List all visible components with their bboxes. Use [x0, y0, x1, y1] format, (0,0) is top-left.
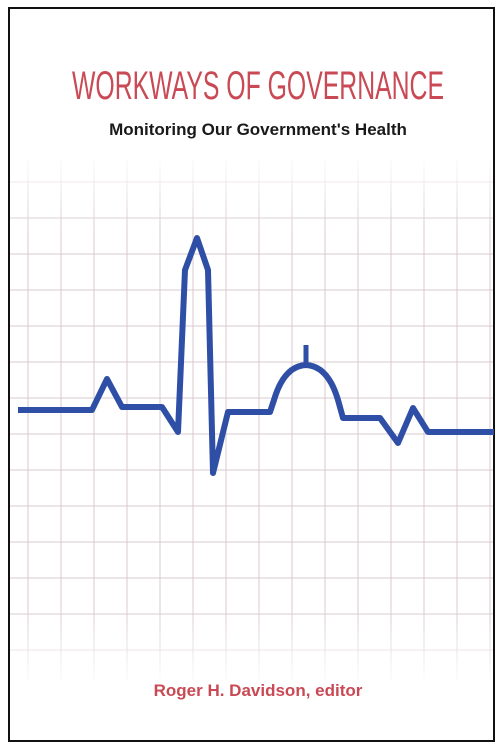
cover-border	[8, 7, 495, 742]
subtitle: Monitoring Our Government's Health	[109, 120, 407, 139]
title: WORKWAYS OF GOVERNANCE	[72, 64, 444, 108]
grid-fade	[10, 150, 493, 690]
heartbeat-line	[18, 235, 494, 476]
author: Roger H. Davidson, editor	[154, 681, 363, 700]
